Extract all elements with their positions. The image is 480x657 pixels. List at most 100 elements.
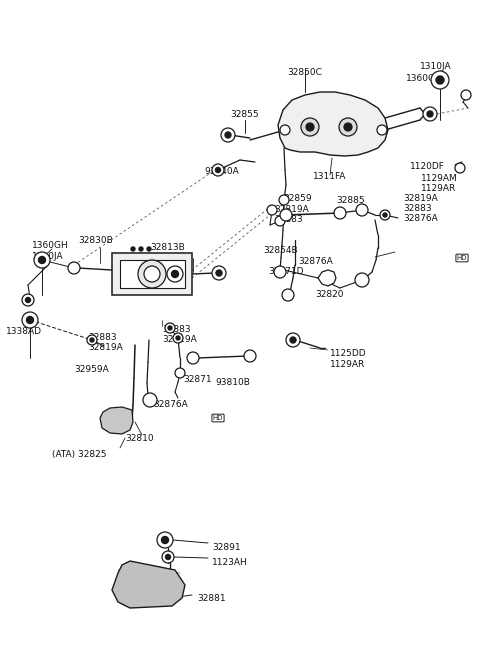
Circle shape (383, 213, 387, 217)
Circle shape (427, 111, 433, 117)
Circle shape (212, 164, 224, 176)
Circle shape (22, 294, 34, 306)
Circle shape (187, 352, 199, 364)
Text: HD: HD (457, 255, 467, 261)
Circle shape (162, 551, 174, 563)
Circle shape (139, 247, 143, 251)
Text: 32876A: 32876A (403, 214, 438, 223)
Text: 32871: 32871 (183, 375, 212, 384)
Text: 1129AR: 1129AR (421, 184, 456, 193)
Circle shape (68, 262, 80, 274)
Circle shape (168, 326, 172, 330)
Text: 32819A: 32819A (274, 205, 309, 214)
Polygon shape (318, 270, 336, 286)
Circle shape (216, 270, 222, 276)
Circle shape (166, 555, 170, 560)
Circle shape (157, 532, 173, 548)
Circle shape (212, 266, 226, 280)
Circle shape (306, 123, 314, 131)
Text: 32876A: 32876A (298, 257, 333, 266)
Circle shape (26, 317, 34, 323)
Text: 32819A: 32819A (88, 343, 123, 352)
Circle shape (356, 204, 368, 216)
Text: 32883: 32883 (88, 333, 117, 342)
Circle shape (171, 271, 179, 277)
Circle shape (38, 256, 46, 263)
Text: 32883: 32883 (403, 204, 432, 213)
Circle shape (274, 266, 286, 278)
Circle shape (286, 333, 300, 347)
Circle shape (280, 125, 290, 135)
Circle shape (267, 205, 277, 215)
Circle shape (22, 312, 38, 328)
Text: 32830B: 32830B (79, 236, 113, 245)
Circle shape (144, 266, 160, 282)
Circle shape (216, 168, 220, 173)
Polygon shape (112, 561, 185, 608)
Text: 1310JA: 1310JA (32, 252, 64, 261)
Circle shape (279, 195, 289, 205)
Circle shape (176, 336, 180, 340)
Circle shape (455, 163, 465, 173)
Circle shape (301, 118, 319, 136)
Text: 93810B: 93810B (216, 378, 251, 387)
Text: 32859: 32859 (284, 194, 312, 203)
Circle shape (221, 128, 235, 142)
Circle shape (131, 247, 135, 251)
Circle shape (339, 118, 357, 136)
Text: 32885: 32885 (336, 196, 365, 205)
Text: 32810: 32810 (126, 434, 154, 443)
Circle shape (175, 368, 185, 378)
Text: 1129AR: 1129AR (330, 360, 365, 369)
Circle shape (275, 216, 285, 226)
Text: 1123AH: 1123AH (212, 558, 248, 567)
Text: 1360GH: 1360GH (32, 241, 69, 250)
Text: 93840A: 93840A (204, 167, 240, 176)
Text: 1338AD: 1338AD (6, 327, 42, 336)
Text: 32855: 32855 (231, 110, 259, 119)
Circle shape (282, 289, 294, 301)
Polygon shape (112, 253, 192, 295)
Circle shape (355, 273, 369, 287)
Text: 32959A: 32959A (74, 365, 109, 374)
Circle shape (280, 209, 292, 221)
Circle shape (165, 323, 175, 333)
Text: 1125DD: 1125DD (330, 349, 367, 358)
Text: 32876A: 32876A (153, 400, 188, 409)
Circle shape (25, 298, 31, 302)
Text: 1120DF: 1120DF (410, 162, 445, 171)
Text: (ATA) 32825: (ATA) 32825 (52, 450, 107, 459)
Circle shape (334, 207, 346, 219)
Circle shape (147, 247, 151, 251)
Text: 1129AM: 1129AM (421, 174, 458, 183)
Text: 32854B: 32854B (263, 246, 298, 255)
Circle shape (431, 71, 449, 89)
Polygon shape (278, 92, 388, 156)
Text: 1311FA: 1311FA (313, 172, 347, 181)
Circle shape (161, 537, 168, 543)
Circle shape (344, 123, 352, 131)
Circle shape (423, 107, 437, 121)
Circle shape (290, 337, 296, 343)
Circle shape (167, 266, 183, 282)
Circle shape (143, 393, 157, 407)
Text: 32819A: 32819A (162, 335, 197, 344)
Circle shape (138, 260, 166, 288)
Text: 32891: 32891 (212, 543, 240, 552)
Circle shape (436, 76, 444, 84)
Polygon shape (100, 407, 133, 434)
Text: 32820: 32820 (316, 290, 344, 299)
Circle shape (90, 338, 94, 342)
Circle shape (225, 132, 231, 138)
Text: 1360GH: 1360GH (406, 74, 443, 83)
Text: 32883: 32883 (274, 215, 302, 224)
Circle shape (380, 210, 390, 220)
Circle shape (173, 333, 183, 343)
Circle shape (34, 252, 50, 268)
Text: 32819A: 32819A (403, 194, 438, 203)
Circle shape (244, 350, 256, 362)
Circle shape (461, 90, 471, 100)
Text: 32813B: 32813B (151, 243, 185, 252)
Text: 32883: 32883 (162, 325, 191, 334)
Text: 32850C: 32850C (288, 68, 323, 77)
